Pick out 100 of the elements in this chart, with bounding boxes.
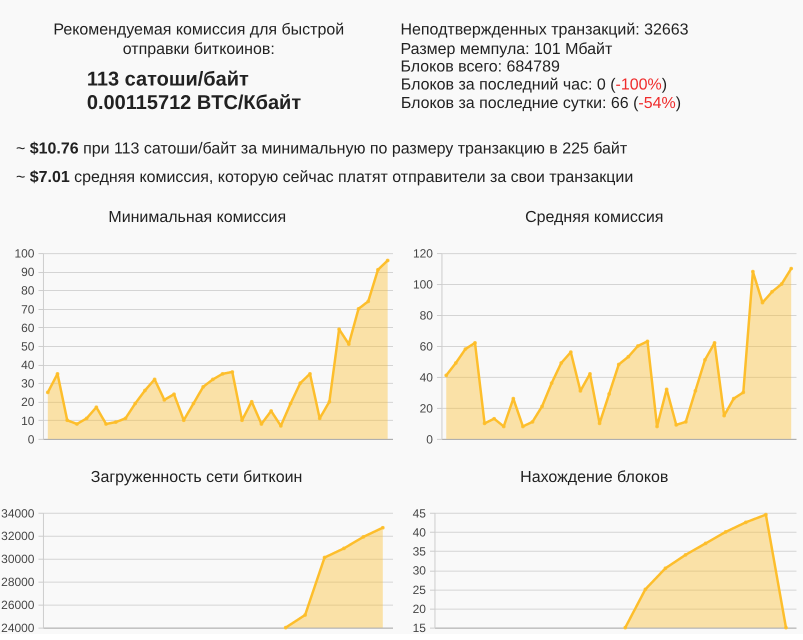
- chart-title: Средняя комиссия: [525, 209, 664, 226]
- point: [616, 362, 621, 366]
- point: [65, 418, 70, 422]
- y-tick-label: 32000: [1, 529, 35, 544]
- point: [598, 422, 602, 426]
- point: [521, 424, 525, 428]
- point: [84, 416, 89, 420]
- point: [366, 300, 370, 304]
- text: 0.00115712 BTC/Кбайт: [86, 92, 302, 114]
- y-tick-label: 0: [28, 432, 35, 446]
- y-tick-label: 40: [420, 370, 434, 384]
- point: [623, 626, 628, 630]
- y-tick-label: 28000: [1, 575, 35, 590]
- y-tick-label: 24000: [1, 621, 35, 636]
- text: 113 сатоши/байт: [86, 68, 250, 90]
- point: [744, 520, 748, 524]
- text: средняя комиссия, которую сейчас платят отправители за свои транзакции: [74, 169, 634, 186]
- point: [114, 420, 118, 424]
- point: [540, 404, 544, 408]
- point: [133, 402, 138, 406]
- chart-title: Нахождение блоков: [520, 468, 668, 486]
- point: [46, 390, 50, 394]
- point: [356, 306, 360, 311]
- text: -100%: [616, 76, 662, 94]
- text: -54%: [638, 94, 676, 112]
- point: [143, 388, 147, 392]
- point: [626, 354, 630, 359]
- point: [230, 370, 234, 374]
- y-tick-label: 15: [412, 621, 426, 636]
- y-tick-label: 80: [420, 308, 434, 322]
- point: [220, 372, 224, 376]
- point: [211, 378, 215, 382]
- point: [694, 388, 698, 393]
- point: [124, 416, 128, 420]
- y-tick-label: 20: [420, 401, 434, 416]
- point: [780, 282, 784, 286]
- text: Блоков всего: 684789: [400, 58, 560, 76]
- point: [646, 339, 650, 344]
- point: [284, 626, 288, 630]
- y-tick-label: 25: [412, 582, 426, 597]
- text: $7.01: [30, 169, 70, 186]
- text: $10.76: [30, 140, 79, 158]
- point: [722, 414, 726, 418]
- chart-title: Загруженность сети биткоин: [90, 468, 302, 486]
- point: [298, 381, 302, 385]
- text: Неподтвержденных транзакций: 32663: [400, 21, 689, 38]
- point: [464, 347, 468, 351]
- point: [104, 422, 108, 426]
- y-tick-label: 34000: [1, 506, 35, 520]
- text: Блоков за последние сутки: 66 (: [400, 94, 640, 112]
- point: [770, 290, 774, 294]
- text: Блоков за последний час: 0 (: [400, 76, 616, 94]
- text: ~: [16, 140, 26, 158]
- point: [454, 361, 458, 365]
- point: [655, 424, 659, 428]
- y-tick-label: 50: [21, 339, 35, 354]
- point: [376, 268, 380, 272]
- point: [322, 556, 326, 560]
- point: [482, 422, 486, 426]
- point: [75, 422, 79, 426]
- y-tick-label: 100: [14, 246, 35, 261]
- point: [328, 400, 332, 404]
- y-tick-label: 40: [21, 358, 35, 372]
- chart-title: Минимальная комиссия: [108, 209, 286, 226]
- y-tick-label: 100: [412, 278, 434, 292]
- point: [724, 530, 728, 534]
- text: Размер мемпула: 101 Мбайт: [400, 40, 613, 58]
- point: [201, 384, 206, 389]
- text: ): [676, 94, 682, 112]
- point: [530, 420, 534, 424]
- point: [492, 416, 496, 421]
- point: [712, 341, 716, 345]
- text: Рекомендуемая комиссия для быстрой отправки биткоинов:: [53, 21, 344, 58]
- point: [386, 258, 390, 262]
- y-tick-label: 60: [21, 320, 35, 335]
- point: [288, 402, 292, 406]
- point: [784, 626, 788, 630]
- point: [342, 546, 346, 550]
- y-tick-label: 0: [426, 432, 434, 446]
- point: [192, 402, 196, 406]
- text: ~: [16, 169, 26, 186]
- point: [362, 535, 366, 539]
- point: [607, 392, 612, 396]
- point: [559, 361, 564, 365]
- y-tick-label: 90: [21, 265, 35, 280]
- point: [636, 344, 640, 348]
- point: [674, 423, 678, 427]
- point: [732, 396, 736, 400]
- text: при 113 сатоши/байт за минимальную по размеру транзакцию в 225 байт: [83, 140, 628, 158]
- y-tick-label: 20: [21, 395, 35, 410]
- point: [664, 566, 668, 570]
- y-tick-label: 40: [412, 525, 426, 540]
- point: [684, 420, 688, 424]
- y-tick-label: 26000: [1, 598, 35, 612]
- point: [380, 526, 385, 530]
- point: [550, 381, 554, 385]
- point: [684, 553, 688, 557]
- point: [741, 390, 746, 394]
- point: [703, 358, 707, 362]
- y-tick-label: 45: [412, 506, 426, 520]
